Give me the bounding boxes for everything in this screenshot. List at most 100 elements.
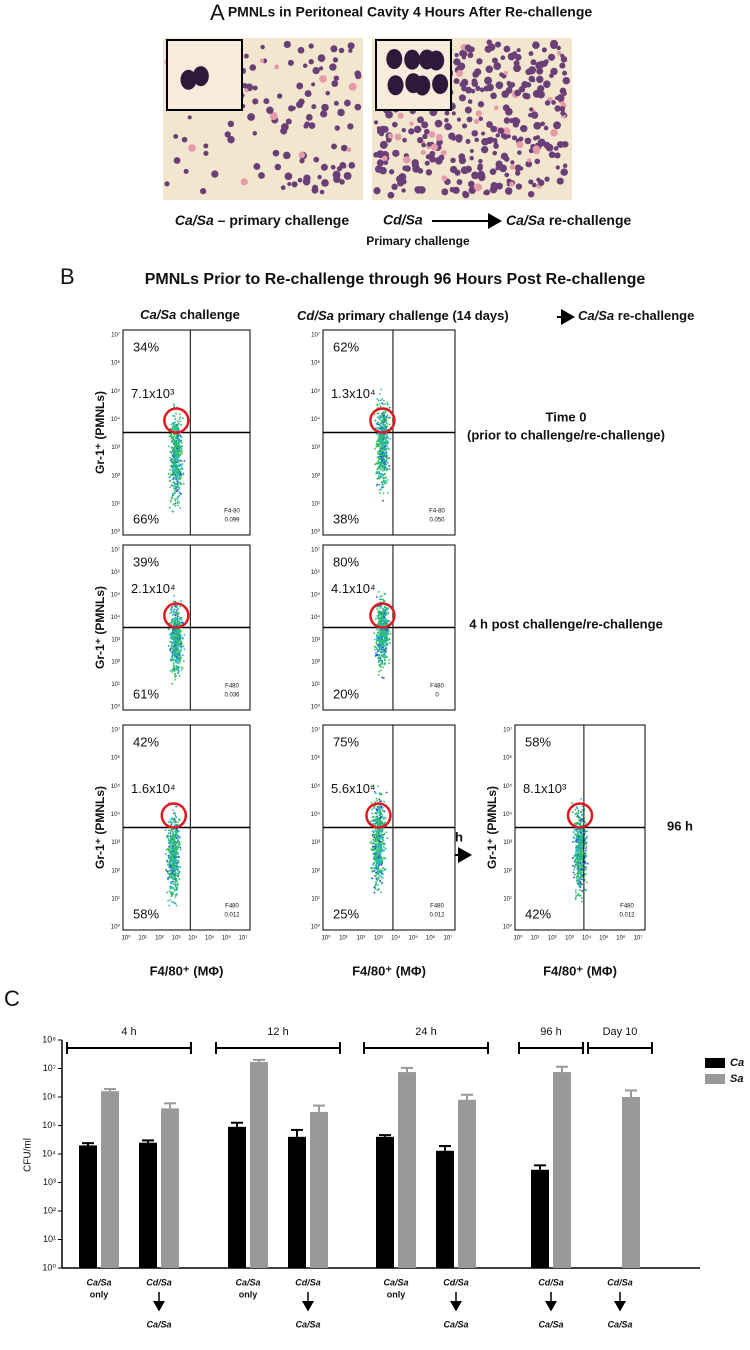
axis-tick-label: 10⁶: [311, 360, 321, 367]
event-dot: [375, 855, 377, 857]
event-dot: [376, 654, 378, 656]
header-text: re-challenge: [618, 308, 695, 323]
event-dot: [171, 455, 173, 457]
caption: Ca/Sa re-challenge: [506, 212, 632, 228]
event-dot: [377, 879, 379, 881]
event-dot: [374, 861, 376, 863]
event-dot: [381, 676, 383, 678]
event-dot: [388, 465, 390, 467]
event-dot: [388, 417, 390, 419]
cell: [529, 51, 534, 56]
event-dot: [178, 652, 180, 654]
event-dot: [581, 864, 583, 866]
cell: [287, 182, 291, 186]
event-dot: [373, 632, 375, 634]
cell: [227, 136, 234, 143]
axis-tick-label: 10⁴: [582, 935, 592, 942]
cell: [392, 122, 398, 128]
event-dot: [170, 650, 172, 652]
event-dot: [378, 888, 380, 890]
cell: [549, 73, 554, 78]
event-dot: [387, 607, 389, 609]
event-dot: [579, 889, 581, 891]
event-dot: [174, 650, 176, 652]
event-dot: [173, 860, 175, 862]
cell: [334, 101, 339, 106]
event-dot: [178, 663, 180, 665]
cell: [263, 98, 269, 104]
event-dot: [580, 829, 582, 831]
event-dot: [174, 630, 176, 632]
cell: [484, 189, 490, 195]
cell: [436, 134, 443, 141]
event-dot: [172, 845, 174, 847]
quadrant-percent: 58%: [525, 734, 551, 749]
cell: [184, 169, 189, 174]
event-dot: [580, 868, 582, 870]
event-dot: [175, 834, 177, 836]
event-dot: [173, 642, 175, 644]
event-dot: [174, 881, 176, 883]
group-label: 96 h: [540, 1026, 561, 1038]
event-dot: [381, 883, 383, 885]
cell: [377, 159, 384, 166]
event-dot: [174, 870, 176, 872]
cell: [200, 188, 206, 194]
event-dot: [380, 857, 382, 859]
group-label: Day 10: [603, 1026, 638, 1038]
cell: [512, 51, 517, 56]
event-dot: [383, 616, 385, 618]
event-dot: [575, 892, 577, 894]
event-dot: [182, 468, 184, 470]
event-dot: [382, 877, 384, 879]
event-dot: [178, 666, 180, 668]
group-label: 4 h: [121, 1026, 136, 1038]
event-dot: [375, 885, 377, 887]
cell: [453, 58, 460, 65]
event-dot: [176, 846, 178, 848]
cell: [426, 169, 432, 175]
event-dot: [178, 441, 180, 443]
cell: [277, 93, 282, 98]
event-dot: [179, 491, 181, 493]
event-dot: [175, 486, 177, 488]
cell: [559, 63, 565, 69]
event-dot: [179, 421, 181, 423]
event-dot: [380, 449, 382, 451]
event-dot: [382, 608, 384, 610]
event-dot: [171, 892, 173, 894]
event-dot: [381, 398, 383, 400]
cell: [528, 191, 534, 197]
event-dot: [578, 836, 580, 838]
cell: [389, 169, 394, 174]
event-dot: [180, 669, 182, 671]
event-dot: [375, 833, 377, 835]
cell: [465, 166, 472, 173]
event-dot: [378, 615, 380, 617]
cell: [478, 159, 482, 163]
event-dot: [174, 819, 176, 821]
event-dot: [389, 468, 391, 470]
event-dot: [177, 856, 179, 858]
event-dot: [175, 896, 177, 898]
cell: [504, 156, 510, 162]
event-dot: [171, 863, 173, 865]
event-dot: [169, 819, 171, 821]
cell: [539, 61, 546, 68]
cell: [447, 124, 452, 129]
event-dot: [378, 466, 380, 468]
cell: [510, 164, 516, 170]
cell: [504, 117, 511, 124]
event-dot: [374, 888, 376, 890]
event-dot: [582, 834, 584, 836]
event-dot: [181, 620, 183, 622]
event-dot: [177, 669, 179, 671]
event-dot: [175, 467, 177, 469]
header-text: primary challenge (14 days): [337, 308, 508, 323]
caption-italic: Ca/Sa: [506, 212, 545, 228]
cell: [454, 78, 460, 84]
axis-tick-label: 10⁶: [616, 935, 626, 942]
cell: [532, 41, 540, 49]
cell: [425, 161, 430, 166]
event-dot: [378, 400, 380, 402]
